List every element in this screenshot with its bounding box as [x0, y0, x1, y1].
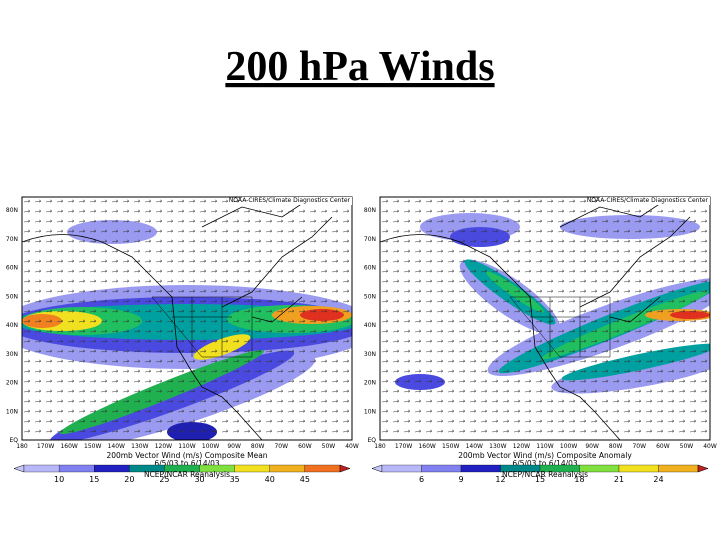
lat-label: 70N	[6, 236, 18, 243]
lon-label: 60W	[298, 443, 312, 450]
lon-label: 80W	[609, 443, 623, 450]
lat-label: 10N	[364, 408, 376, 415]
caption: 200mb Vector Wind (m/s) Composite Anomal…	[458, 451, 632, 460]
lat-label: 50N	[6, 293, 18, 300]
lat-label: 80N	[6, 207, 18, 214]
colorbar-end	[339, 464, 351, 473]
lon-label: 50W	[680, 443, 694, 450]
lon-label: 100W	[202, 443, 219, 450]
colorbar-end	[371, 464, 383, 473]
colorbar-tick: 12	[495, 475, 505, 484]
lon-label: 130W	[489, 443, 506, 450]
source: NCEP/NCAR Reanalysis	[502, 470, 588, 479]
colorbar-end	[697, 464, 709, 473]
colorbar-cell	[658, 464, 699, 473]
colorbar-tick: 15	[89, 475, 99, 484]
lat-label: 20N	[364, 380, 376, 387]
colorbar-tick: 25	[159, 475, 169, 484]
slide-title: 200 hPa Winds	[225, 44, 494, 90]
lon-label: 60W	[656, 443, 670, 450]
lon-label: 150W	[442, 443, 459, 450]
lon-label: 40W	[345, 443, 359, 450]
lon-label: 140W	[466, 443, 483, 450]
lat-label: 40N	[364, 322, 376, 329]
colorbar-tick: 20	[124, 475, 134, 484]
caption: 200mb Vector Wind (m/s) Composite Mean	[106, 451, 267, 460]
lat-label: EQ	[367, 437, 376, 444]
lon-label: 90W	[227, 443, 241, 450]
lon-label: 70W	[632, 443, 646, 450]
lon-label: 170W	[37, 443, 54, 450]
lon-label: 90W	[585, 443, 599, 450]
colorbar-end	[13, 464, 25, 473]
lon-label: 70W	[274, 443, 288, 450]
lon-label: 120W	[155, 443, 172, 450]
dates: 6/5/03 to 6/14/03	[154, 459, 220, 468]
colorbar-tick: 6	[419, 475, 424, 484]
lat-label: 30N	[364, 351, 376, 358]
map-mean	[21, 196, 353, 441]
lat-label: 80N	[364, 207, 376, 214]
lat-label: 40N	[6, 322, 18, 329]
colorbar-cell	[618, 464, 659, 473]
colorbar-tick: 30	[194, 475, 204, 484]
credit: NOAA-CIRES/Climate Diagnostics Center	[229, 197, 351, 204]
lat-label: 10N	[6, 408, 18, 415]
lon-label: 110W	[536, 443, 553, 450]
lon-label: 160W	[60, 443, 77, 450]
colorbar-tick: 24	[653, 475, 663, 484]
colorbar-tick: 18	[574, 475, 584, 484]
lat-label: 60N	[6, 265, 18, 272]
colorbar-cell	[460, 464, 501, 473]
colorbar-cell	[304, 464, 341, 473]
colorbar-cell	[421, 464, 462, 473]
colorbar-cell	[234, 464, 270, 473]
colorbar-tick: 9	[458, 475, 463, 484]
lon-label: 180	[16, 443, 28, 450]
colorbar-cell	[23, 464, 60, 473]
lat-label: 60N	[364, 265, 376, 272]
lat-label: 70N	[364, 236, 376, 243]
colorbar-tick: 40	[265, 475, 275, 484]
lon-label: 40W	[703, 443, 717, 450]
lat-label: 20N	[6, 380, 18, 387]
colorbar-tick: 15	[535, 475, 545, 484]
lat-label: 30N	[6, 351, 18, 358]
lon-label: 100W	[560, 443, 577, 450]
lon-label: 110W	[178, 443, 195, 450]
colorbar-tick: 10	[54, 475, 64, 484]
dates: 6/5/03 to 6/14/03	[512, 459, 578, 468]
lat-label: 50N	[364, 293, 376, 300]
lon-label: 80W	[251, 443, 265, 450]
lon-label: 150W	[84, 443, 101, 450]
lon-label: 130W	[131, 443, 148, 450]
lon-label: 170W	[395, 443, 412, 450]
lon-label: 50W	[322, 443, 336, 450]
colorbar-cell	[269, 464, 306, 473]
map-anomaly	[379, 196, 711, 441]
lat-label: EQ	[9, 437, 18, 444]
colorbar-cell	[381, 464, 422, 473]
colorbar-tick: 21	[614, 475, 624, 484]
lon-label: 160W	[418, 443, 435, 450]
credit: NOAA-CIRES/Climate Diagnostics Center	[587, 197, 709, 204]
colorbar-tick: 35	[230, 475, 240, 484]
lon-label: 140W	[108, 443, 125, 450]
lon-label: 180	[374, 443, 386, 450]
colorbar-cell	[58, 464, 95, 473]
colorbar-cell	[94, 464, 130, 473]
colorbar-tick: 45	[300, 475, 310, 484]
lon-label: 120W	[513, 443, 530, 450]
source: NCEP/NCAR Reanalysis	[144, 470, 230, 479]
